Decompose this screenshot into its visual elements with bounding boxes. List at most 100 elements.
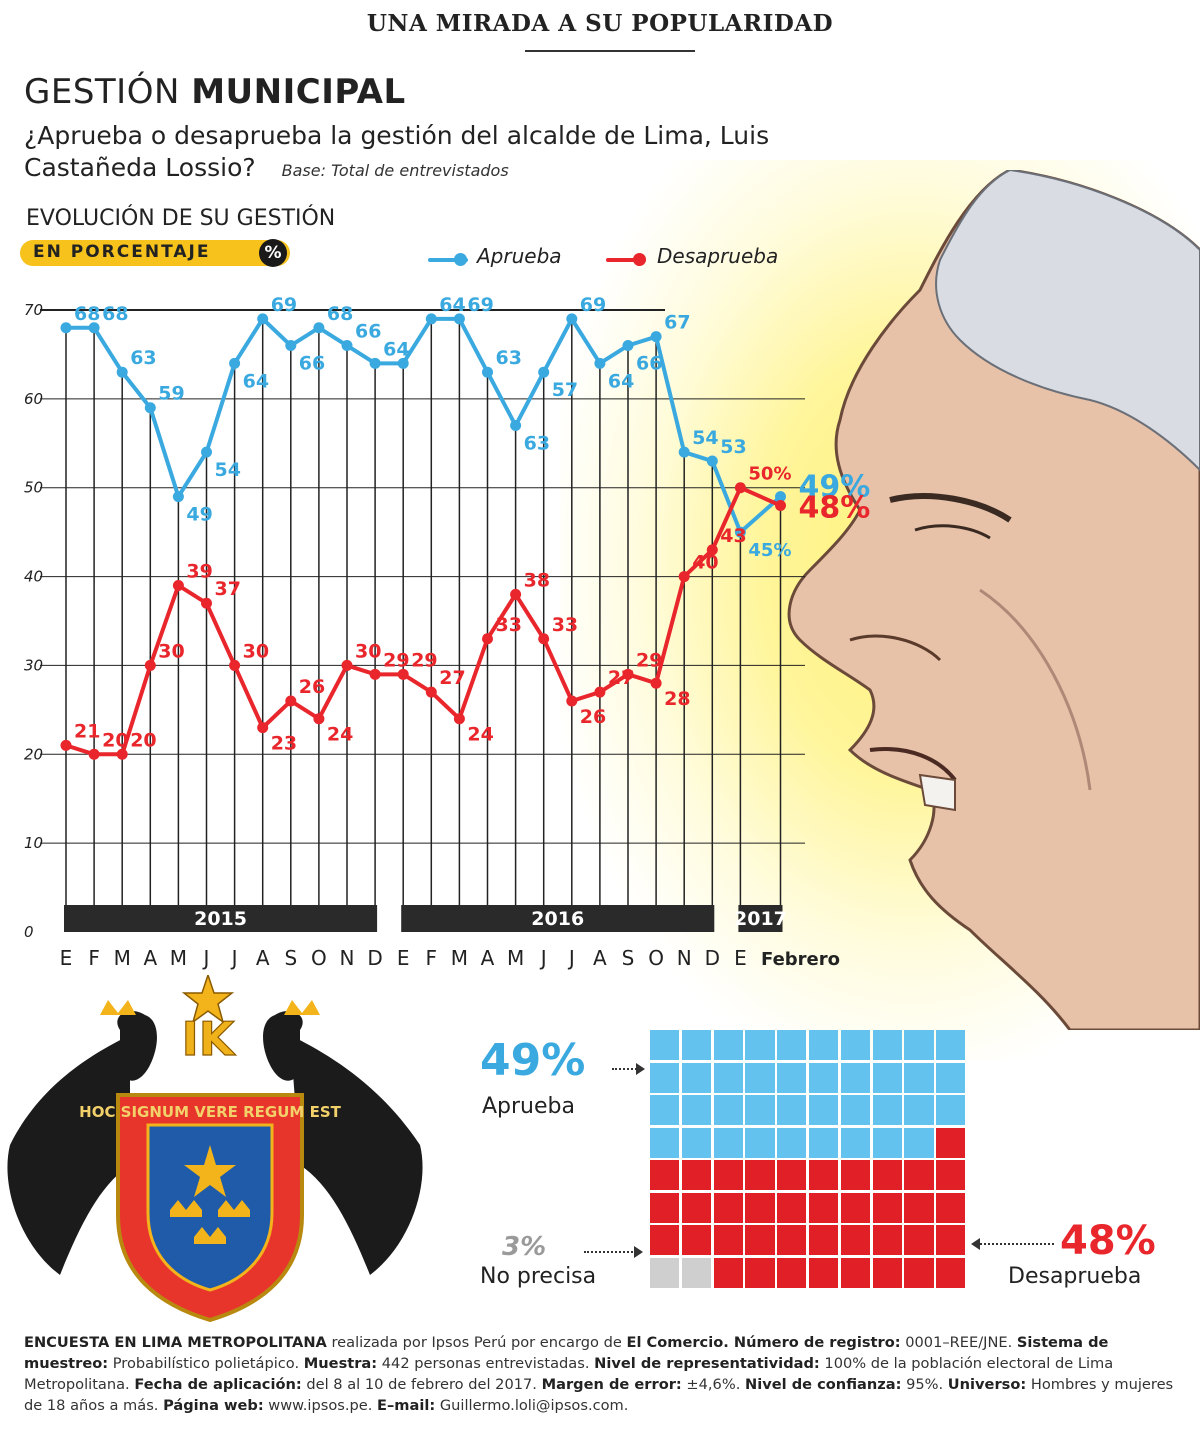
waffle-cell-disapprove [681, 1160, 712, 1190]
legend-disapprove-dot [633, 253, 646, 266]
data-label: 59 [158, 383, 184, 405]
data-point [313, 322, 325, 334]
data-point [341, 659, 353, 671]
x-tick-label: J [202, 946, 210, 970]
x-tick-label: J [230, 946, 238, 970]
footnote-rep-label: Nivel de representatividad: [594, 1355, 820, 1372]
right-crown [284, 1000, 320, 1015]
waffle-cell-disapprove [777, 1192, 807, 1223]
survey-footnote: ENCUESTA EN LIMA METROPOLITANA realizada… [24, 1332, 1184, 1416]
waffle-cell-disapprove [650, 1160, 680, 1190]
x-tick-label: J [539, 946, 547, 970]
waffle-cell-disapprove [777, 1225, 807, 1255]
data-point [88, 322, 100, 334]
data-point [425, 313, 437, 325]
waffle-cell-disapprove [872, 1225, 902, 1255]
waffle-cell-approve [713, 1030, 743, 1060]
waffle-cell-approve [650, 1127, 680, 1158]
waffle-cell-approve [872, 1095, 902, 1125]
data-label: 20 [102, 729, 128, 751]
x-tick-label: A [256, 946, 270, 970]
x-tick-label: D [705, 946, 720, 970]
emblem-motto: HOC SIGNUM VERE REGUM EST [79, 1103, 341, 1121]
waffle-cell-disapprove [809, 1225, 839, 1255]
data-point [482, 633, 493, 645]
waffle-unsure-pct: 3% [502, 1232, 547, 1262]
data-point [201, 597, 212, 609]
waffle-disapprove-label: Desaprueba [1008, 1264, 1142, 1289]
x-tick-label: A [593, 946, 607, 970]
waffle-cell-disapprove [936, 1225, 966, 1255]
waffle-cell-approve [840, 1030, 871, 1060]
data-label: 48% [799, 490, 871, 525]
data-point [734, 526, 746, 538]
eagle-right-head [263, 1010, 303, 1081]
percent-badge: % [259, 239, 287, 267]
waffle-cell-approve [745, 1095, 775, 1125]
waffle-cell-disapprove [904, 1160, 934, 1190]
data-point [425, 686, 437, 698]
waffle-cell-approve [904, 1127, 934, 1158]
x-tick-label: M [170, 946, 187, 970]
data-point [229, 357, 241, 369]
data-label: 54 [692, 427, 718, 449]
data-label: 43 [720, 525, 746, 547]
waffle-cell-approve [809, 1095, 839, 1125]
data-point [369, 357, 381, 369]
data-point [678, 571, 690, 583]
data-point [172, 491, 184, 503]
x-tick-label: E [397, 946, 410, 970]
data-label: 40 [692, 552, 718, 574]
data-label: 29 [383, 649, 409, 671]
star-emblem [181, 975, 235, 1024]
year-bands: 2015 2016 2017 [64, 905, 787, 932]
legend-approve-label: Aprueba [477, 244, 562, 268]
data-point [538, 366, 550, 378]
waffle-cell-approve [650, 1030, 680, 1060]
approve-arrow [612, 1068, 640, 1070]
data-label: 23 [271, 733, 297, 755]
waffle-cell-approve [681, 1062, 712, 1093]
data-point [285, 340, 297, 352]
data-point [397, 357, 409, 369]
data-point [453, 313, 465, 325]
waffle-cell-approve [936, 1095, 966, 1125]
data-label: 66 [355, 321, 381, 343]
waffle-cell-disapprove [777, 1257, 807, 1288]
data-point [594, 357, 606, 369]
data-point [775, 499, 786, 511]
legend-approve-swatch [428, 258, 468, 262]
data-point [144, 402, 156, 414]
eagle-right-wing [290, 1035, 423, 1275]
waffle-cell-approve [650, 1095, 680, 1125]
waffle-cell-disapprove [650, 1192, 680, 1223]
unit-pill [20, 240, 290, 266]
data-label: 29 [411, 649, 437, 671]
waffle-cell-disapprove [713, 1160, 743, 1190]
waffle-cell-approve [840, 1127, 871, 1158]
data-point [285, 695, 297, 707]
footnote-sample: Probabilístico polietápico. [108, 1355, 304, 1372]
waffle-cell-disapprove [904, 1225, 934, 1255]
data-point [622, 340, 634, 352]
data-point [566, 695, 578, 707]
waffle-cell-unsure [650, 1257, 680, 1288]
year-band [738, 905, 783, 932]
waffle-cell-approve [936, 1030, 966, 1060]
data-point [538, 633, 550, 645]
shield-crown-2 [218, 1200, 250, 1217]
data-label: 64 [243, 370, 269, 392]
shield-crown-3 [194, 1227, 226, 1244]
waffle-cell-approve [809, 1030, 839, 1060]
waffle-cell-approve [745, 1127, 775, 1158]
waffle-cell-approve [809, 1127, 839, 1158]
data-label: 64 [383, 338, 409, 360]
waffle-cell-disapprove [809, 1160, 839, 1190]
year-label: 2016 [531, 908, 584, 930]
data-point [172, 579, 184, 591]
data-label: 50% [748, 464, 791, 485]
question-text: ¿Aprueba o desaprueba la gestión del alc… [24, 121, 770, 182]
footnote-confidence: 95%. [901, 1376, 948, 1393]
data-label: 28 [664, 688, 690, 710]
